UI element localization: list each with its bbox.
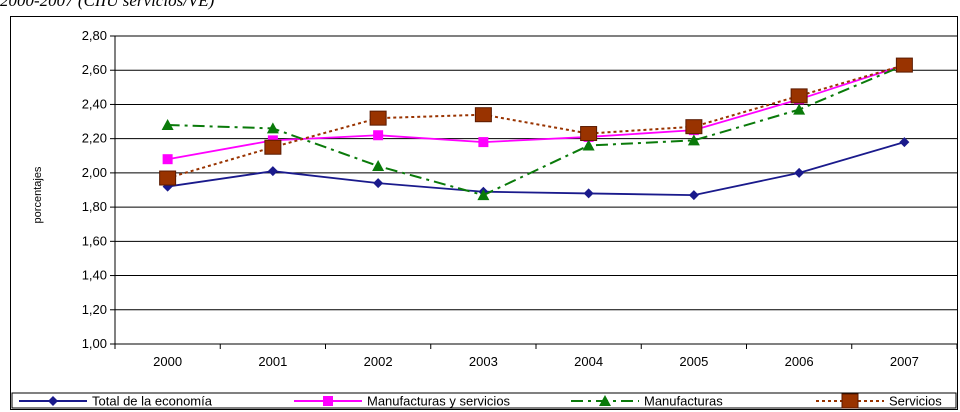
legend: Total de la economía Manufacturas y servi… bbox=[11, 392, 957, 409]
series bbox=[159, 57, 913, 201]
x-tick-label: 2005 bbox=[679, 354, 708, 369]
legend-entry: Manufacturas bbox=[571, 394, 723, 409]
x-tick-label: 2001 bbox=[258, 354, 287, 369]
legend-entry: Servicios bbox=[816, 393, 942, 409]
series-line bbox=[167, 64, 905, 179]
data-point bbox=[477, 189, 490, 201]
x-tick-label: 2002 bbox=[364, 354, 393, 369]
legend-entry: Manufacturas y servicios bbox=[294, 394, 511, 409]
x-tick-label: 2006 bbox=[785, 354, 814, 369]
data-point bbox=[583, 188, 594, 199]
data-point bbox=[267, 166, 278, 177]
legend-marker bbox=[841, 393, 859, 409]
data-point bbox=[159, 170, 177, 186]
data-point bbox=[685, 119, 703, 135]
y-axis-label: porcentajes bbox=[32, 166, 44, 223]
legend-marker bbox=[599, 395, 611, 406]
chart-area: 1,00 1,20 1,40 1,60 1,80 2,00 2,20 2,40 2,60 2,80… bbox=[10, 16, 958, 410]
y-tick-labels: 1,00 1,20 1,40 1,60 1,80 2,00 2,20 2,40 2,60 2,80 bbox=[82, 28, 107, 351]
y-tick-label: 2,60 bbox=[82, 62, 107, 77]
legend-label: Total de la economía bbox=[92, 394, 213, 409]
data-point bbox=[161, 118, 174, 130]
data-point bbox=[372, 160, 385, 172]
data-point bbox=[895, 57, 913, 73]
y-tick-label: 2,00 bbox=[82, 165, 107, 180]
data-point bbox=[688, 190, 699, 201]
y-tick-label: 1,60 bbox=[82, 233, 107, 248]
y-tick-label: 1,00 bbox=[82, 336, 107, 351]
data-point bbox=[264, 139, 282, 155]
data-point bbox=[580, 126, 598, 142]
x-tick-label: 2004 bbox=[574, 354, 603, 369]
legend-label: Servicios bbox=[889, 394, 942, 409]
x-tick-label: 2003 bbox=[469, 354, 498, 369]
data-point bbox=[582, 139, 595, 151]
y-tick-label: 1,20 bbox=[82, 302, 107, 317]
legend-box bbox=[11, 392, 957, 409]
y-tick-label: 2,40 bbox=[82, 96, 107, 111]
x-tick-label: 2000 bbox=[153, 354, 182, 369]
y-tick-label: 2,80 bbox=[82, 28, 107, 43]
data-point bbox=[266, 122, 279, 134]
legend-marker bbox=[48, 396, 58, 406]
y-tick-label: 2,20 bbox=[82, 131, 107, 146]
x-tick-label: 2007 bbox=[890, 354, 919, 369]
series-2 bbox=[161, 59, 911, 201]
data-point bbox=[899, 137, 910, 148]
chart-caption: 2000-2007 (CIIU servicios/VE) bbox=[0, 0, 215, 10]
legend-entry: Total de la economía bbox=[19, 394, 213, 409]
legend-marker bbox=[323, 396, 333, 406]
data-point bbox=[474, 107, 492, 123]
data-point bbox=[373, 130, 384, 141]
axes bbox=[110, 35, 957, 349]
series-line bbox=[167, 141, 905, 197]
gridlines bbox=[115, 35, 957, 311]
series-line bbox=[167, 64, 905, 197]
legend-label: Manufacturas bbox=[644, 394, 723, 409]
line-chart: 1,00 1,20 1,40 1,60 1,80 2,00 2,20 2,40 2,60 2,80… bbox=[11, 28, 957, 409]
data-point bbox=[162, 154, 173, 165]
data-point bbox=[373, 178, 384, 189]
data-point bbox=[790, 88, 808, 104]
x-tick-labels: 2000 2001 2002 2003 2004 2005 2006 2007 bbox=[153, 354, 919, 369]
series-3 bbox=[159, 57, 913, 186]
y-tick-label: 1,40 bbox=[82, 268, 107, 283]
series-line bbox=[167, 64, 905, 161]
data-point bbox=[369, 110, 387, 126]
data-point bbox=[478, 137, 489, 148]
legend-label: Manufacturas y servicios bbox=[367, 394, 511, 409]
data-point bbox=[794, 167, 805, 178]
y-tick-label: 1,80 bbox=[82, 199, 107, 214]
data-point bbox=[793, 103, 806, 115]
data-point bbox=[687, 134, 700, 146]
